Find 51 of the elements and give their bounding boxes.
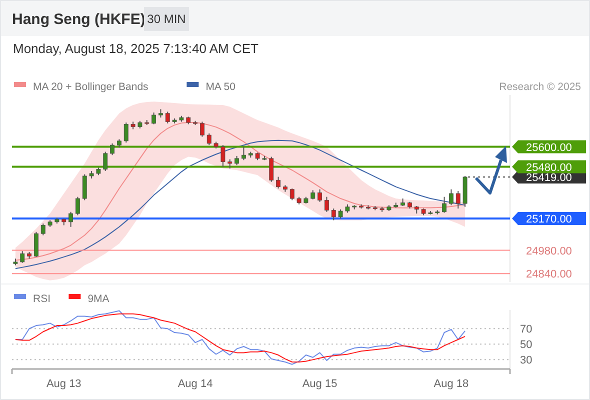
candlestick: [110, 142, 114, 156]
candlestick: [290, 188, 294, 201]
y-tick-label: 50: [520, 339, 532, 352]
candlestick: [228, 158, 232, 169]
candlestick: [68, 211, 73, 228]
candlestick: [318, 188, 322, 202]
candlestick: [310, 190, 316, 200]
y-tick-label: 25170.00: [526, 214, 572, 226]
candlestick: [124, 122, 128, 144]
x-tick-label: Aug 15: [302, 378, 338, 390]
y-tick-label: 30: [520, 354, 532, 367]
candlestick: [82, 174, 87, 201]
candlestick: [152, 112, 156, 125]
x-tick-label: Aug 14: [178, 378, 213, 390]
chart-title: Hang Seng (HKFE): [12, 11, 146, 28]
candlestick: [206, 132, 212, 146]
y-tick-label: 25600.00: [526, 142, 572, 154]
candlestick: [442, 196, 446, 214]
legend-label: 9MA: [88, 292, 110, 305]
candlestick: [456, 190, 460, 210]
x-tick-label: Aug 13: [46, 378, 82, 390]
y-tick-label: 70: [520, 324, 532, 336]
text: Research © 2025: [499, 81, 582, 93]
candlestick: [234, 155, 239, 166]
x-tick-label: Aug 18: [434, 378, 469, 390]
legend-label: MA 20 + Bollinger Bands: [33, 80, 148, 93]
y-tick-label: 24840.00: [526, 268, 572, 281]
y-tick-label: 24980.00: [526, 245, 572, 258]
line-series: [14, 140, 466, 270]
y-tick-label: 25419.00: [526, 172, 572, 184]
candlestick: [40, 223, 46, 236]
legend-label: RSI: [33, 292, 51, 305]
line-series: [14, 122, 466, 261]
candlestick: [165, 111, 170, 124]
candlestick: [103, 151, 108, 172]
candlestick: [324, 196, 329, 212]
candlestick: [34, 231, 38, 258]
candlestick: [276, 176, 280, 189]
candlestick: [269, 156, 274, 182]
text: 30 MIN: [147, 12, 186, 26]
candlestick: [20, 250, 25, 264]
candlestick: [242, 146, 246, 161]
candlestick: [76, 196, 80, 216]
candlestick: [449, 188, 454, 206]
legend-label: MA 50: [206, 80, 236, 93]
chart-subtitle: Monday, August 18, 2025 7:13:40 AM CET: [13, 41, 259, 56]
candlestick: [220, 144, 226, 168]
candlestick: [200, 121, 204, 138]
candlestick: [338, 208, 343, 220]
candlestick: [331, 208, 336, 221]
y-tick-label: 25480.00: [526, 162, 572, 174]
